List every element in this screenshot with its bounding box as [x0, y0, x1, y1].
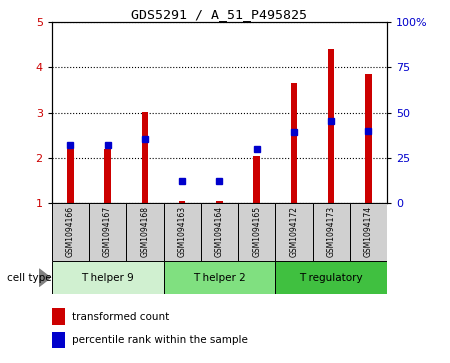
Bar — [52, 308, 65, 325]
Bar — [67, 149, 74, 203]
Text: GSM1094168: GSM1094168 — [140, 206, 149, 257]
Bar — [163, 261, 275, 294]
Text: GSM1094166: GSM1094166 — [66, 205, 75, 257]
Text: GSM1094174: GSM1094174 — [364, 205, 373, 257]
Bar — [238, 203, 275, 261]
Bar — [163, 203, 201, 261]
Bar — [141, 112, 148, 203]
Bar — [126, 203, 163, 261]
Text: percentile rank within the sample: percentile rank within the sample — [72, 335, 248, 345]
Text: GSM1094173: GSM1094173 — [327, 205, 336, 257]
Bar — [275, 261, 387, 294]
Bar — [275, 203, 312, 261]
Bar — [253, 156, 260, 203]
Text: GSM1094165: GSM1094165 — [252, 205, 261, 257]
Text: GSM1094163: GSM1094163 — [178, 205, 187, 257]
Bar — [291, 83, 297, 203]
Polygon shape — [39, 269, 50, 286]
Text: GSM1094167: GSM1094167 — [103, 205, 112, 257]
Text: GSM1094172: GSM1094172 — [289, 206, 298, 257]
Text: GSM1094164: GSM1094164 — [215, 205, 224, 257]
Bar — [201, 203, 238, 261]
Bar — [365, 74, 372, 203]
Bar — [216, 201, 223, 203]
Bar — [328, 49, 334, 203]
Bar — [52, 203, 89, 261]
Bar — [52, 332, 65, 348]
Bar — [104, 149, 111, 203]
Bar — [312, 203, 350, 261]
Text: T helper 9: T helper 9 — [81, 273, 134, 283]
Text: cell type: cell type — [7, 273, 51, 283]
Bar — [89, 203, 126, 261]
Text: T helper 2: T helper 2 — [193, 273, 246, 283]
Text: transformed count: transformed count — [72, 312, 169, 322]
Title: GDS5291 / A_51_P495825: GDS5291 / A_51_P495825 — [131, 8, 307, 21]
Bar — [350, 203, 387, 261]
Text: T regulatory: T regulatory — [299, 273, 363, 283]
Bar — [52, 261, 163, 294]
Bar — [179, 201, 185, 203]
